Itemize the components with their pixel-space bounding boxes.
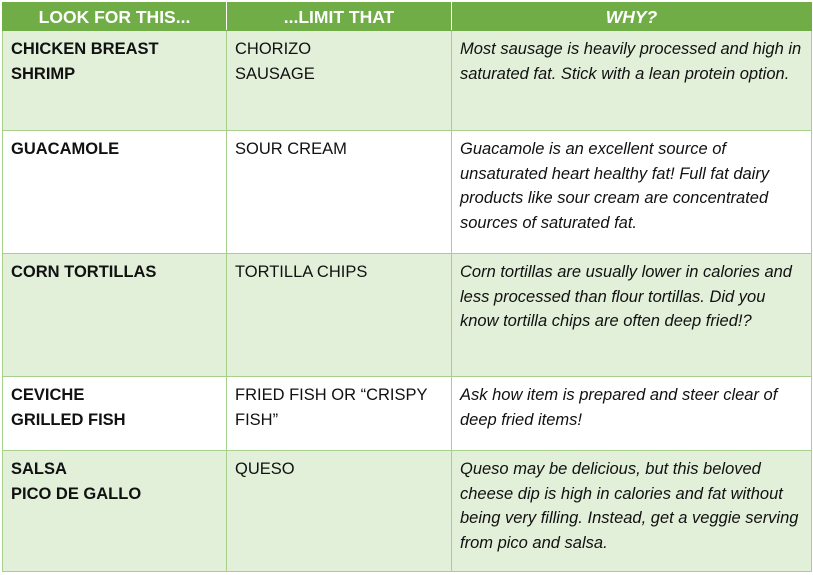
table-row: CEVICHE GRILLED FISH FRIED FISH OR “CRIS… (2, 376, 812, 451)
look-for-cell: CEVICHE GRILLED FISH (2, 376, 227, 451)
limit-item: SAUSAGE (235, 64, 315, 83)
why-cell: Corn tortillas are usually lower in calo… (451, 253, 812, 377)
limit-cell: QUESO (226, 450, 452, 572)
look-for-item: CORN TORTILLAS (11, 263, 157, 281)
limit-cell: FRIED FISH OR “CRISPY FISH” (226, 376, 452, 451)
header-limit: ...LIMIT THAT (226, 2, 452, 31)
look-for-item: GUACAMOLE (11, 140, 120, 158)
look-for-item: PICO DE GALLO (11, 484, 142, 503)
look-for-item: SHRIMP (11, 64, 76, 83)
table-row: SALSA PICO DE GALLO QUESO Queso may be d… (2, 450, 812, 572)
why-cell: Guacamole is an excellent source of unsa… (451, 130, 812, 254)
look-for-item: CHICKEN BREAST (11, 40, 159, 58)
why-cell: Queso may be delicious, but this beloved… (451, 450, 812, 572)
limit-item: TORTILLA CHIPS (235, 263, 368, 281)
table-row: CORN TORTILLAS TORTILLA CHIPS Corn torti… (2, 253, 812, 377)
header-look-for: LOOK FOR THIS... (2, 2, 227, 31)
limit-item: FRIED FISH OR “CRISPY FISH” (235, 386, 428, 429)
header-row: LOOK FOR THIS... ...LIMIT THAT WHY? (2, 2, 812, 31)
table-row: CHICKEN BREAST SHRIMP CHORIZO SAUSAGE Mo… (2, 30, 812, 131)
look-for-item: GRILLED FISH (11, 410, 126, 429)
limit-cell: SOUR CREAM (226, 130, 452, 254)
look-for-item: SALSA (11, 460, 67, 478)
table-row: GUACAMOLE SOUR CREAM Guacamole is an exc… (2, 130, 812, 254)
limit-item: QUESO (235, 460, 295, 478)
header-why: WHY? (451, 2, 812, 31)
look-for-cell: CORN TORTILLAS (2, 253, 227, 377)
limit-cell: TORTILLA CHIPS (226, 253, 452, 377)
why-cell: Most sausage is heavily processed and hi… (451, 30, 812, 131)
look-for-item: CEVICHE (11, 386, 85, 404)
why-cell: Ask how item is prepared and steer clear… (451, 376, 812, 451)
limit-item: CHORIZO (235, 40, 312, 58)
limit-cell: CHORIZO SAUSAGE (226, 30, 452, 131)
look-for-cell: SALSA PICO DE GALLO (2, 450, 227, 572)
look-for-cell: GUACAMOLE (2, 130, 227, 254)
look-for-cell: CHICKEN BREAST SHRIMP (2, 30, 227, 131)
limit-item: SOUR CREAM (235, 140, 347, 158)
